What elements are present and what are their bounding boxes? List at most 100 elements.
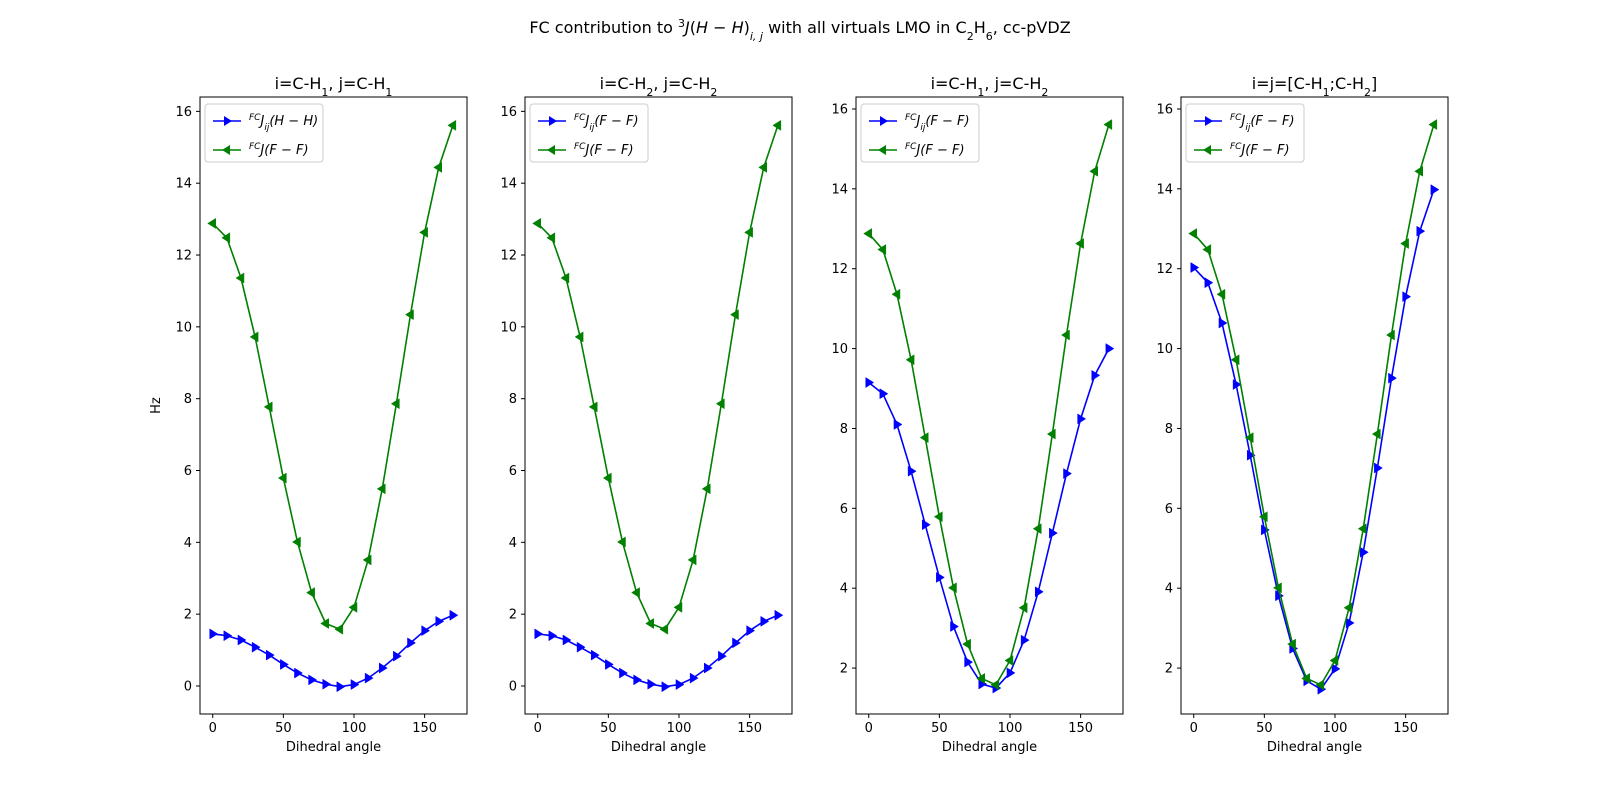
data-point-blue xyxy=(718,650,727,662)
series-line-green xyxy=(212,125,454,631)
y-axis-label: Hz xyxy=(149,397,164,414)
data-point-green xyxy=(574,331,584,343)
data-point-green xyxy=(1230,354,1240,366)
y-tick-label: 4 xyxy=(184,536,192,551)
data-point-blue xyxy=(1105,343,1115,355)
data-point-blue xyxy=(865,377,875,388)
data-point-green xyxy=(1032,523,1042,535)
data-point-blue xyxy=(1232,379,1242,390)
data-point-blue xyxy=(1374,462,1383,474)
y-tick-label: 6 xyxy=(840,502,848,517)
subplot-title: i=C-H1, j=C-H2 xyxy=(931,74,1049,99)
y-tick-label: 2 xyxy=(184,608,192,623)
data-point-blue xyxy=(1006,667,1016,679)
data-point-blue xyxy=(921,519,931,531)
subplot-title: i=j=[C-H1;C-H2] xyxy=(1252,74,1378,99)
y-tick-label: 2 xyxy=(509,608,517,623)
legend-marker-blue xyxy=(1205,116,1213,126)
legend: FCJij(H − H)FCJ(F − F) xyxy=(204,103,324,163)
y-tick-label: 8 xyxy=(509,392,517,407)
legend-box xyxy=(529,103,649,163)
series-line-green xyxy=(868,124,1110,686)
data-point-green xyxy=(962,638,971,650)
data-point-blue xyxy=(209,628,219,640)
data-point-green xyxy=(588,401,598,413)
data-point-green xyxy=(1414,165,1423,177)
data-point-blue xyxy=(280,658,289,670)
y-tick-label: 6 xyxy=(509,464,517,479)
series-line-blue xyxy=(1193,189,1435,691)
data-point-blue xyxy=(407,637,416,649)
data-point-green xyxy=(1343,602,1353,614)
x-tick-label: 150 xyxy=(1393,721,1418,736)
data-point-green xyxy=(1188,228,1197,240)
y-tick-label: 10 xyxy=(831,342,848,357)
y-tick-label: 6 xyxy=(1165,502,1173,517)
data-point-green xyxy=(1061,329,1070,341)
data-point-green xyxy=(320,618,329,629)
axes-frame xyxy=(524,96,793,715)
data-point-green xyxy=(673,601,683,613)
data-point-blue xyxy=(1218,317,1228,329)
data-point-blue xyxy=(562,634,572,646)
data-point-blue xyxy=(251,641,261,653)
data-point-green xyxy=(758,161,767,173)
data-point-blue xyxy=(732,637,741,649)
subplot-2: i=C-H2, j=C-H2 0 50 100 150 0 2 4 6 8 10 12 14 16 Dihe… xyxy=(500,74,793,755)
data-point-blue xyxy=(619,667,628,679)
data-point-green xyxy=(532,217,541,229)
data-point-blue xyxy=(661,681,671,693)
data-point-blue xyxy=(1430,184,1440,196)
x-tick-label: 150 xyxy=(1068,721,1093,736)
y-tick-label: 10 xyxy=(175,320,192,335)
data-point-blue xyxy=(1204,277,1214,289)
data-point-blue xyxy=(364,672,374,684)
data-point-blue xyxy=(1190,262,1200,273)
data-point-blue xyxy=(879,388,889,400)
data-point-green xyxy=(207,217,216,229)
data-point-green xyxy=(390,398,400,410)
data-point-green xyxy=(687,554,697,566)
data-point-green xyxy=(1273,582,1282,594)
y-tick-label: 2 xyxy=(840,662,848,677)
data-point-blue xyxy=(647,678,657,690)
data-point-green xyxy=(306,587,315,599)
data-point-green xyxy=(1216,288,1226,300)
data-point-blue xyxy=(449,609,459,621)
data-point-green xyxy=(990,679,1000,691)
y-tick-label: 14 xyxy=(831,182,848,197)
data-point-blue xyxy=(265,649,275,661)
data-point-green xyxy=(560,272,570,284)
subplot-title: i=C-H1, j=C-H1 xyxy=(275,74,393,99)
axes-frame xyxy=(855,96,1124,715)
data-point-green xyxy=(277,472,287,484)
x-axis-label: Dihedral angle xyxy=(286,740,381,755)
series-line-green xyxy=(1193,124,1435,686)
data-point-green xyxy=(1202,244,1212,256)
data-point-green xyxy=(405,309,414,321)
y-tick-label: 4 xyxy=(840,582,848,597)
data-point-blue xyxy=(689,672,699,684)
data-point-green xyxy=(1329,655,1339,666)
data-point-green xyxy=(1428,119,1438,131)
y-tick-label: 2 xyxy=(1165,662,1173,677)
x-tick-label: 50 xyxy=(600,721,617,736)
figure-title: FC contribution to 3J(H − H)i, j with al… xyxy=(529,17,1070,43)
series-line-blue xyxy=(868,348,1110,689)
data-point-blue xyxy=(907,465,917,477)
data-point-blue xyxy=(675,679,685,691)
data-point-blue xyxy=(1402,291,1412,303)
data-point-green xyxy=(334,623,344,635)
y-tick-label: 16 xyxy=(500,105,517,120)
data-point-green xyxy=(1258,511,1268,523)
legend-marker-blue xyxy=(880,116,888,126)
legend-box xyxy=(204,103,324,163)
x-tick-label: 0 xyxy=(865,721,873,736)
data-point-blue xyxy=(294,667,303,679)
x-tick-label: 100 xyxy=(1323,721,1348,736)
data-point-blue xyxy=(1331,663,1341,675)
data-point-blue xyxy=(308,674,318,686)
data-point-green xyxy=(348,601,358,613)
data-point-green xyxy=(1315,679,1325,691)
